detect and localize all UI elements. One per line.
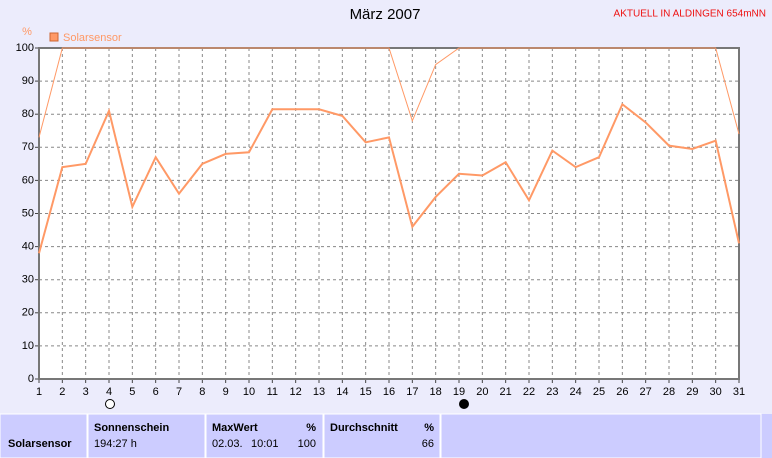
x-tick-label: 21 [500,386,512,398]
y-tick-label: 60 [22,174,34,186]
moon-full [105,399,115,409]
cell-value: 66 [422,438,434,450]
y-tick-label: 50 [22,207,34,219]
cell [205,413,324,458]
x-tick-label: 23 [546,386,558,398]
series-line [38,47,740,138]
x-tick-label: 17 [406,386,418,398]
cell-time: 10:01 [251,438,279,450]
y-tick-label: 30 [22,274,34,286]
x-tick-label: 8 [199,386,205,398]
cell [323,413,441,458]
x-tick-label: 1 [36,386,42,398]
summary-table: Solarsensor Sonnenschein 194:27 h MaxWer… [0,413,772,458]
x-tick-label: 10 [243,386,255,398]
x-tick-label: 18 [430,386,442,398]
y-tick-label: 90 [22,75,34,87]
x-tick-label: 4 [106,386,112,398]
x-tick-label: 29 [686,386,698,398]
cell [440,413,762,458]
x-tick-label: 14 [336,386,348,398]
x-tick-label: 2 [59,386,65,398]
x-tick-label: 11 [267,386,278,398]
x-tick-label: 26 [616,386,628,398]
header: MaxWert [212,422,258,434]
row-label: Solarsensor [8,438,72,450]
y-tick-label: 100 [16,42,34,54]
cell-value: 100 [298,438,316,450]
legend-label: Solarsensor [63,32,122,44]
x-tick-label: 12 [290,386,302,398]
x-tick-label: 30 [710,386,722,398]
y-tick-label: 10 [22,340,34,352]
cell-value: 194:27 h [94,438,137,450]
header: Durchschnitt [330,422,398,434]
y-tick-label: 80 [22,108,34,120]
y-tick-label: 20 [22,307,34,319]
x-tick-label: 20 [476,386,488,398]
x-tick-label: 16 [383,386,395,398]
cell [87,413,206,458]
x-tick-label: 3 [83,386,89,398]
header: Sonnenschein [94,422,169,434]
moon-new [459,399,469,409]
annotation: AKTUELL IN ALDINGEN 654mNN [614,9,766,20]
cell [0,413,88,458]
x-tick-label: 13 [313,386,325,398]
series-line [38,102,740,254]
cell-date: 02.03. [212,438,243,450]
x-tick-label: 6 [153,386,159,398]
x-tick-label: 27 [640,386,652,398]
x-tick-label: 25 [593,386,605,398]
chart-title: März 2007 [350,6,421,23]
x-tick-label: 9 [223,386,229,398]
x-tick-label: 7 [176,386,182,398]
legend-swatch [49,32,59,42]
y-tick-label: 0 [28,373,34,385]
x-tick-label: 28 [663,386,675,398]
y-tick-label: 40 [22,241,34,253]
unit: % [306,422,316,434]
y-tick-label: 70 [22,141,34,153]
x-tick-label: 22 [523,386,535,398]
x-tick-label: 5 [129,386,135,398]
unit: % [424,422,434,434]
x-tick-label: 19 [453,386,465,398]
x-tick-label: 15 [360,386,372,398]
y-axis-label: % [22,26,32,38]
x-tick-label: 31 [733,386,745,398]
x-tick-label: 24 [570,386,582,398]
